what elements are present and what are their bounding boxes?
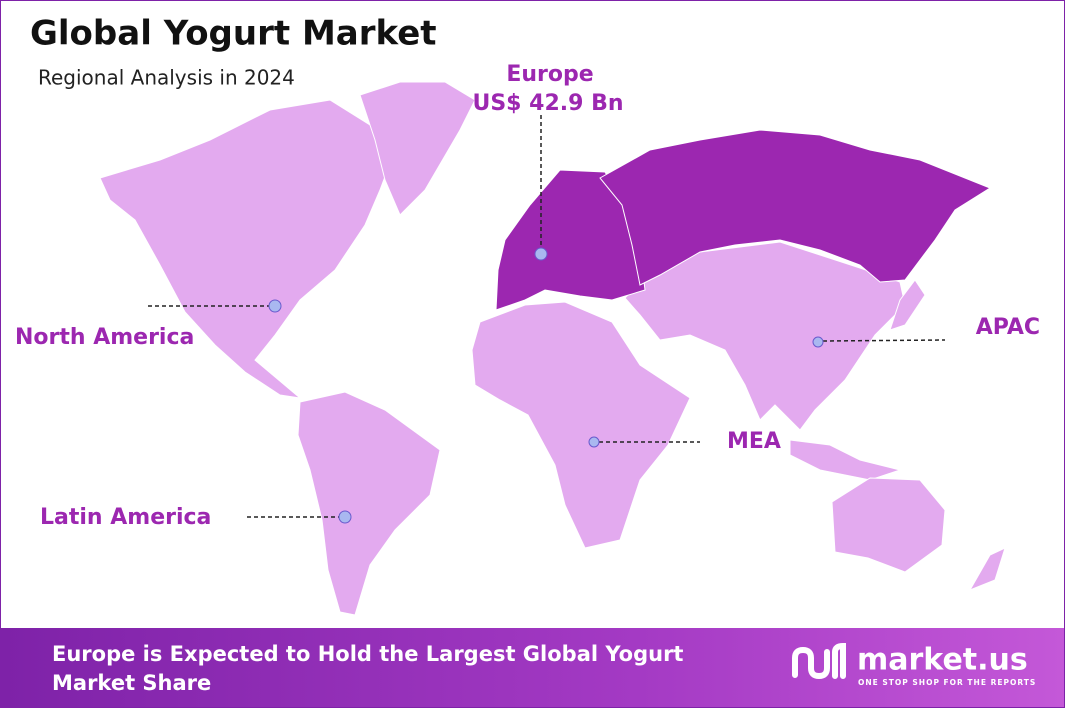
new-zealand — [968, 547, 1006, 591]
region-label: MEA — [727, 429, 781, 454]
footer-text: Market Share — [52, 671, 211, 695]
asia — [624, 241, 906, 431]
north-america — [99, 99, 396, 399]
logo: market.us ONE STOP SHOP FOR THE REPORTS — [792, 642, 1036, 687]
title: Global Yogurt Market — [30, 14, 437, 54]
japan — [889, 279, 926, 331]
leader-line — [822, 339, 946, 342]
southeast-asia-islands — [789, 439, 902, 481]
logo-text: market.us — [857, 643, 1028, 678]
subtitle: Regional Analysis in 2024 — [38, 66, 295, 90]
world-map — [99, 81, 1006, 616]
africa — [471, 301, 691, 549]
russia — [599, 129, 992, 286]
region-label: Latin America — [40, 505, 211, 530]
marker — [534, 247, 548, 261]
marker — [812, 336, 824, 348]
greenland — [359, 81, 476, 216]
region-value: US$ 42.9 Bn — [472, 91, 623, 116]
logo-tagline: ONE STOP SHOP FOR THE REPORTS — [858, 678, 1036, 687]
logo-icon — [792, 642, 846, 680]
marker — [338, 510, 352, 524]
footer-text: Europe is Expected to Hold the Largest G… — [52, 642, 683, 666]
south-america — [297, 391, 441, 616]
region-label: North America — [15, 325, 194, 350]
australia — [831, 477, 946, 573]
marker — [588, 436, 600, 448]
marker — [268, 299, 282, 313]
region-label: APAC — [976, 315, 1040, 340]
footer-band — [1, 628, 1064, 707]
region-label: Europe — [506, 62, 593, 87]
